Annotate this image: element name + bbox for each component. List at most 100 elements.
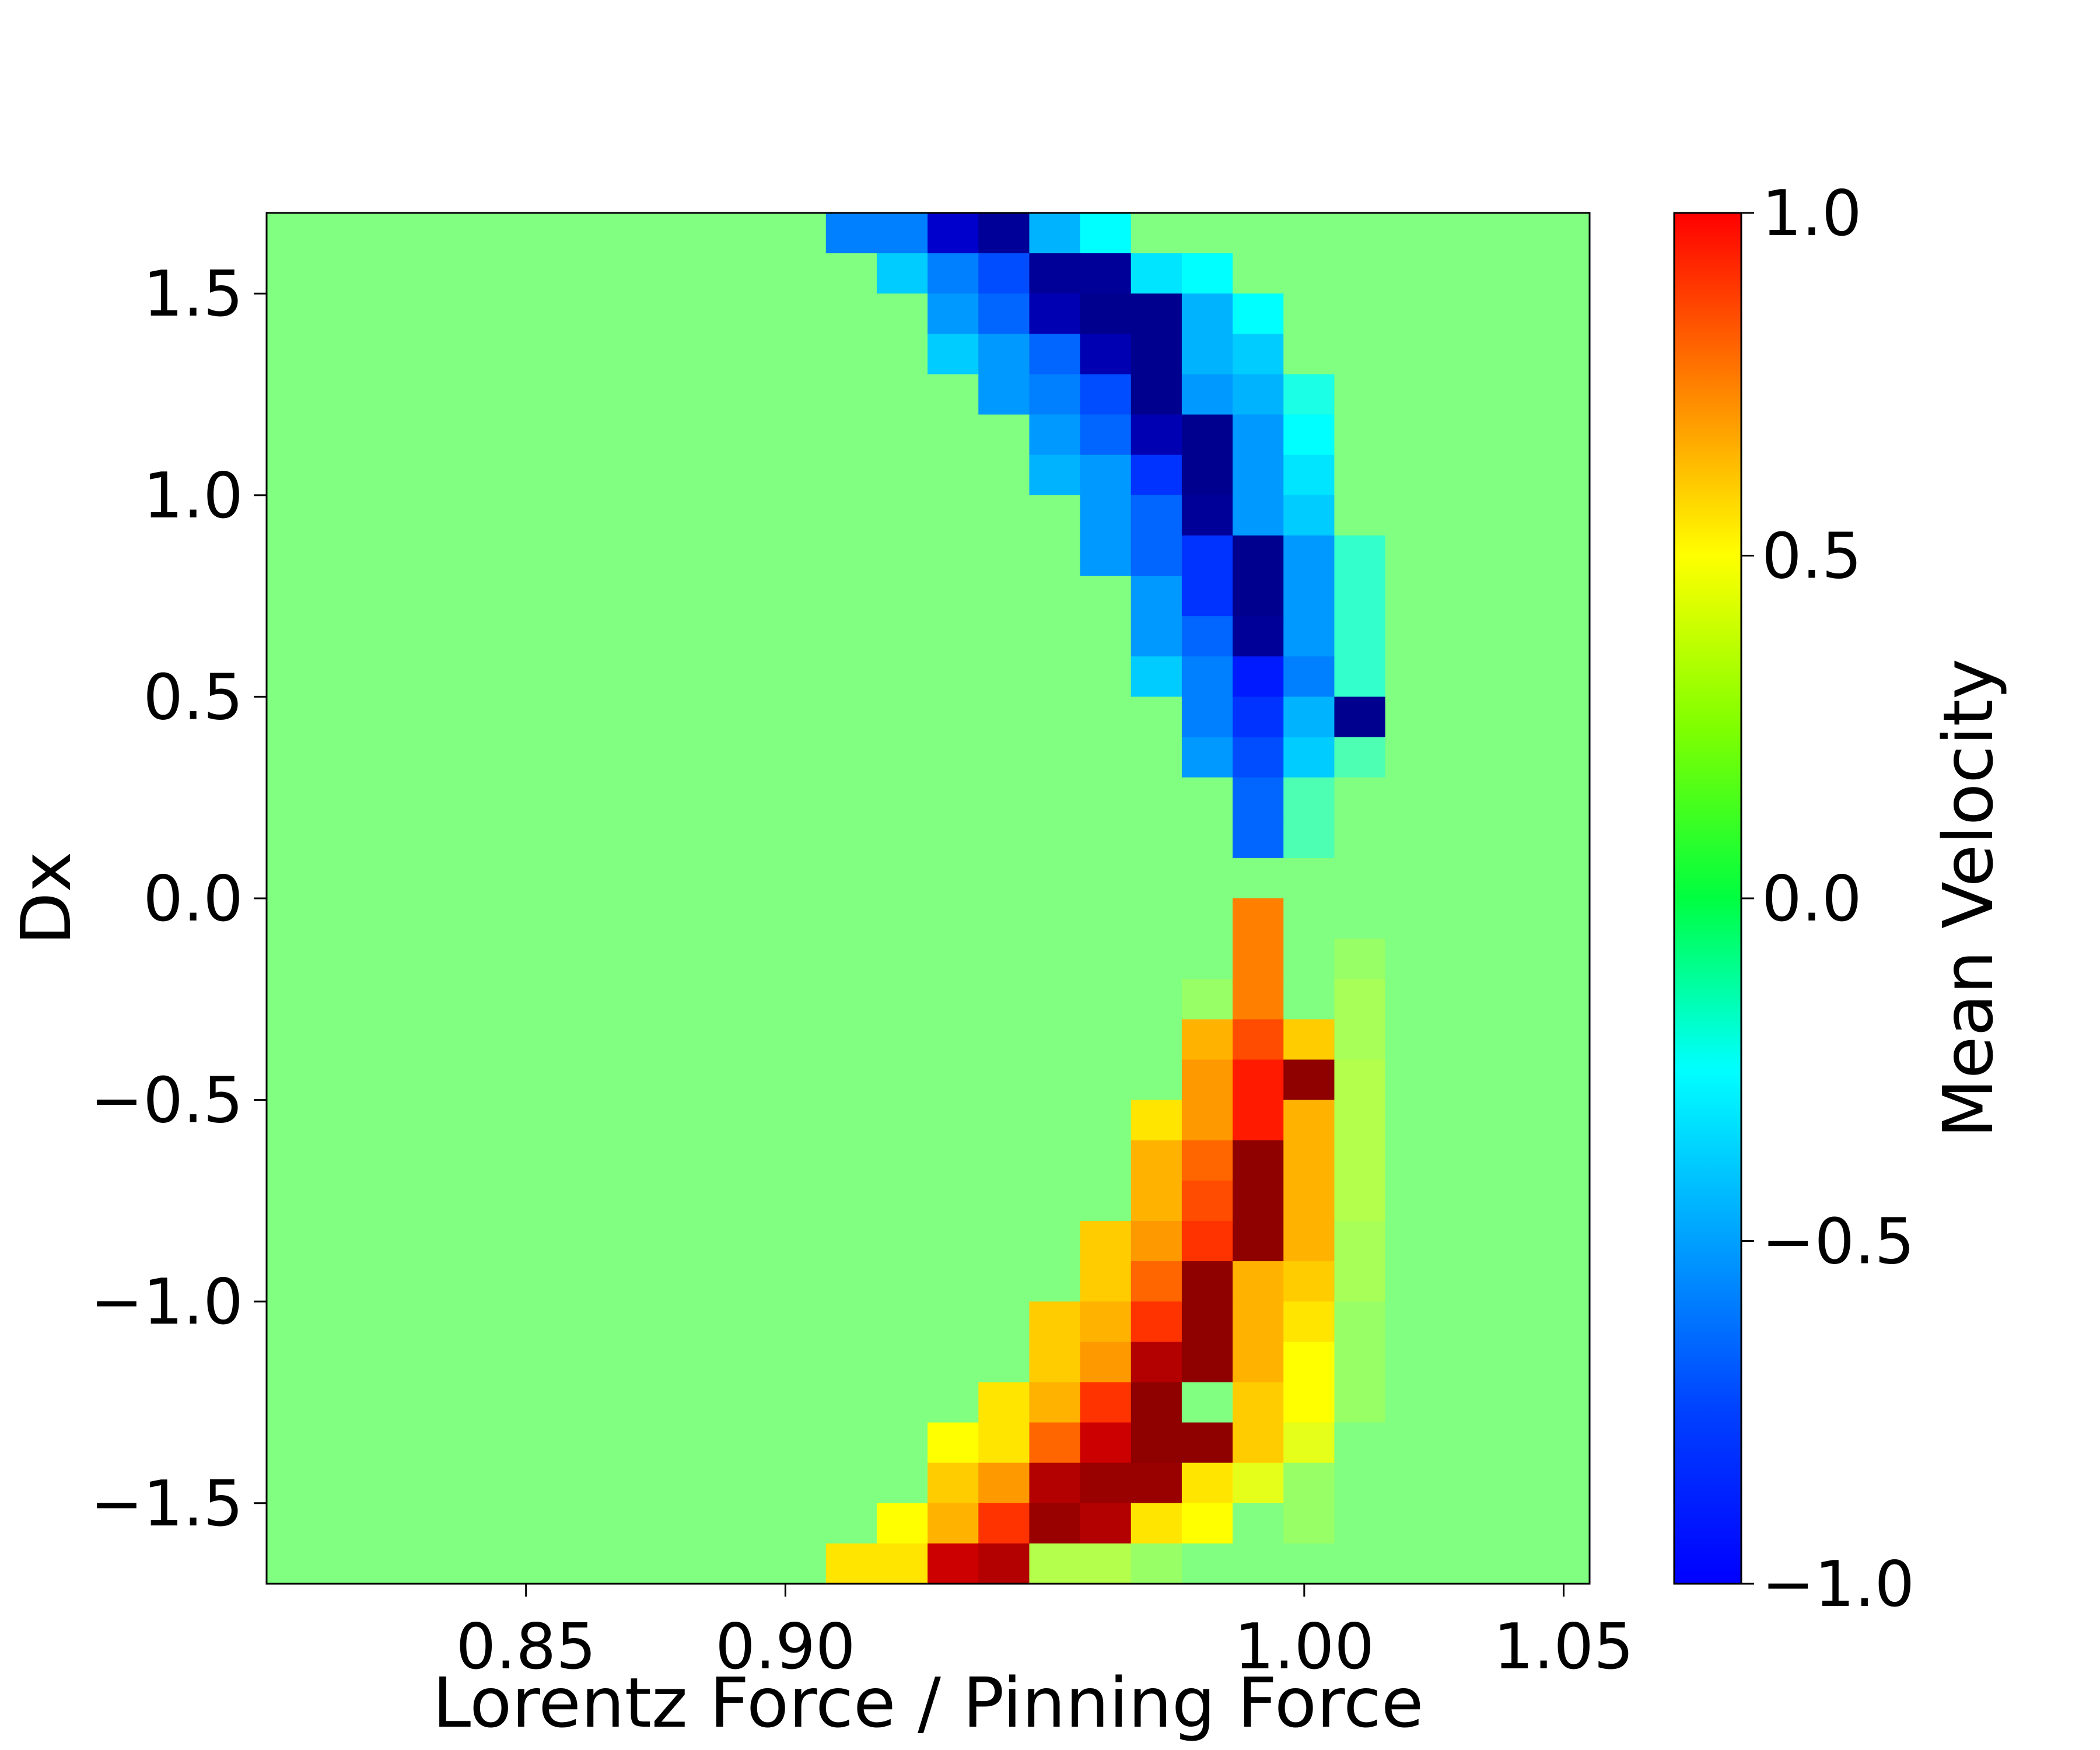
heatmap-cell	[775, 737, 827, 778]
heatmap-cell	[470, 1462, 522, 1504]
heatmap-cell	[876, 1140, 928, 1181]
heatmap-cell	[470, 1180, 522, 1222]
heatmap-cell	[1334, 213, 1386, 254]
heatmap-cell	[876, 1301, 928, 1342]
heatmap-cell	[520, 656, 572, 698]
heatmap-cell	[1181, 1220, 1233, 1262]
heatmap-cell	[1538, 1382, 1589, 1423]
heatmap-cell	[1538, 1019, 1589, 1060]
heatmap-cell	[1334, 1140, 1386, 1181]
heatmap-cell	[520, 737, 572, 778]
heatmap-cell	[368, 1220, 420, 1262]
heatmap-cell	[1385, 334, 1437, 375]
heatmap-cell	[978, 1261, 1030, 1302]
heatmap-cell	[1233, 576, 1284, 617]
heatmap-cell	[317, 1220, 369, 1262]
heatmap-cell	[267, 253, 318, 294]
heatmap-cell	[1029, 1059, 1081, 1101]
heatmap-cell	[1538, 979, 1589, 1020]
heatmap-cell	[419, 495, 471, 536]
heatmap-cell	[825, 817, 877, 859]
heatmap-cell	[1283, 495, 1335, 536]
heatmap-cell	[1029, 414, 1081, 456]
heatmap-cell	[1538, 737, 1589, 778]
heatmap-cell	[876, 495, 928, 536]
x-axis: 0.85 0.90 1.00 1.05	[456, 1584, 1634, 1684]
heatmap-cell	[928, 334, 979, 375]
heatmap-cell	[1233, 1422, 1284, 1464]
heatmap-cell	[724, 656, 776, 698]
heatmap-cell	[1029, 939, 1081, 979]
heatmap-cell	[876, 414, 928, 456]
heatmap-cell	[571, 898, 623, 939]
heatmap-cell	[1130, 1301, 1182, 1342]
heatmap-cell	[520, 1059, 572, 1101]
heatmap-cell	[876, 696, 928, 738]
heatmap-cell	[978, 1301, 1030, 1342]
heatmap-cell	[1130, 616, 1182, 657]
heatmap-cell	[1233, 334, 1284, 375]
heatmap-cell	[1486, 898, 1538, 939]
heatmap-cell	[724, 817, 776, 859]
heatmap-cell	[571, 817, 623, 859]
heatmap-cell	[724, 213, 776, 254]
heatmap-cell	[1029, 696, 1081, 738]
heatmap-cell	[673, 777, 725, 818]
heatmap-cell	[1486, 1140, 1538, 1181]
heatmap-cell	[419, 858, 471, 899]
heatmap-cell	[1436, 777, 1488, 818]
heatmap-cell	[928, 1422, 979, 1464]
heatmap-cell	[317, 334, 369, 375]
heatmap-cell	[470, 293, 522, 334]
heatmap-cell	[1181, 1301, 1233, 1342]
heatmap-cell	[1538, 1543, 1589, 1584]
heatmap-cell	[775, 817, 827, 859]
heatmap-cell	[1181, 576, 1233, 617]
heatmap-cell	[1538, 293, 1589, 334]
heatmap-cell	[470, 939, 522, 979]
heatmap-cell	[571, 1019, 623, 1060]
heatmap-cell	[1080, 374, 1132, 415]
heatmap-cell	[1029, 1342, 1081, 1383]
heatmap-cell	[622, 1261, 674, 1302]
heatmap-cell	[978, 1100, 1030, 1141]
heatmap-cell	[470, 1382, 522, 1423]
heatmap-cell	[1283, 1140, 1335, 1181]
heatmap-cell	[1385, 1220, 1437, 1262]
heatmap-cell	[470, 1140, 522, 1181]
heatmap-cell	[1233, 1382, 1284, 1423]
heatmap-cell	[1181, 858, 1233, 899]
heatmap-cell	[673, 939, 725, 979]
heatmap-cell	[978, 939, 1030, 979]
heatmap-cell	[1130, 656, 1182, 698]
heatmap-cell	[825, 293, 877, 334]
heatmap-cell	[317, 576, 369, 617]
heatmap-cell	[267, 1100, 318, 1141]
heatmap-cell	[1486, 374, 1538, 415]
heatmap-cell	[978, 414, 1030, 456]
heatmap-cell	[1029, 1382, 1081, 1423]
heatmap-cell	[419, 979, 471, 1020]
heatmap-cell	[1538, 1342, 1589, 1383]
heatmap-cell	[673, 898, 725, 939]
heatmap-cell	[1130, 979, 1182, 1020]
heatmap-cell	[1029, 1422, 1081, 1464]
heatmap-cell	[571, 414, 623, 456]
heatmap-cell	[1436, 696, 1488, 738]
heatmap-cell	[368, 979, 420, 1020]
heatmap-cell	[1029, 898, 1081, 939]
heatmap-cell	[825, 1180, 877, 1222]
heatmap-cell	[419, 696, 471, 738]
heatmap-cell	[1334, 414, 1386, 456]
heatmap-cell	[267, 1261, 318, 1302]
heatmap-cell	[520, 1220, 572, 1262]
heatmap-cell	[673, 656, 725, 698]
heatmap-cell	[1130, 817, 1182, 859]
heatmap-cell	[1029, 495, 1081, 536]
heatmap-cell	[622, 979, 674, 1020]
heatmap-cell	[1080, 535, 1132, 576]
heatmap-cell	[1486, 1261, 1538, 1302]
heatmap-cell	[1436, 576, 1488, 617]
heatmap-cell	[317, 858, 369, 899]
heatmap-cell	[571, 1261, 623, 1302]
